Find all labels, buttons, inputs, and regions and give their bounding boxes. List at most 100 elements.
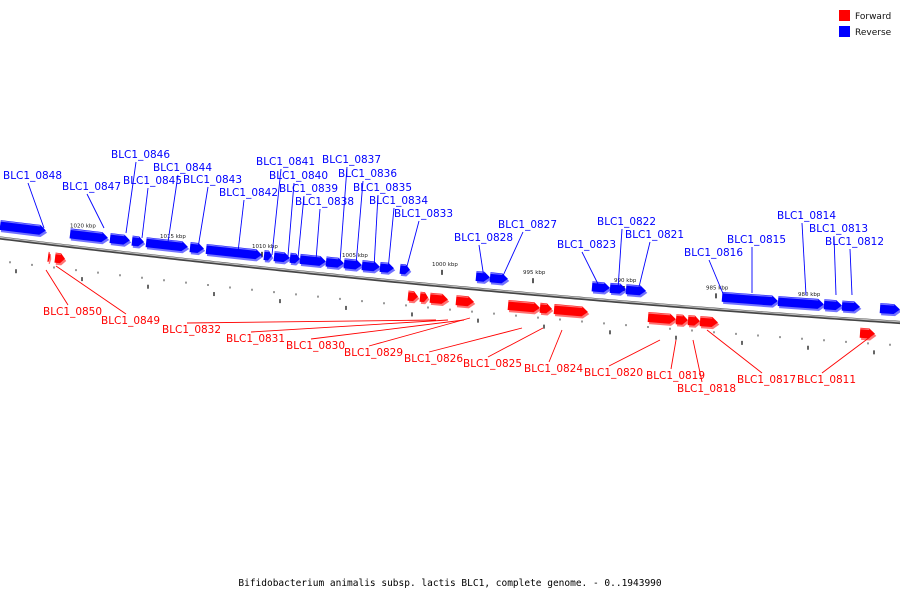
gene-arrow[interactable] <box>205 243 264 262</box>
gene-arrow[interactable] <box>299 253 328 269</box>
legend-forward-swatch <box>839 10 850 21</box>
kbp-tick-label: 985 kbp <box>706 285 729 291</box>
gene-arrow[interactable] <box>777 296 826 312</box>
gene-label[interactable]: BLC1_0814 <box>777 210 836 222</box>
gene-arrow[interactable] <box>54 252 67 266</box>
gene-arrow[interactable] <box>675 314 690 327</box>
gene-label[interactable]: BLC1_0813 <box>809 223 868 235</box>
gene-arrow[interactable] <box>325 256 346 271</box>
gene-arrow[interactable] <box>343 258 364 272</box>
gene-label[interactable]: BLC1_0830 <box>286 340 345 352</box>
gene-arrow[interactable] <box>879 303 900 317</box>
gene-label[interactable]: BLC1_0819 <box>646 370 705 382</box>
gene-leader-line <box>125 161 137 234</box>
gene-arrow[interactable] <box>539 302 554 316</box>
gene-label[interactable]: BLC1_0825 <box>463 358 522 370</box>
gene-label[interactable]: BLC1_0842 <box>219 187 278 199</box>
gene-label[interactable]: BLC1_0845 <box>123 175 182 187</box>
gene-arrow[interactable] <box>263 250 274 263</box>
gene-arrow-highlight <box>842 300 855 304</box>
gene-label[interactable]: BLC1_0835 <box>353 182 412 194</box>
gene-arrow[interactable] <box>273 251 292 265</box>
gene-label[interactable]: BLC1_0834 <box>369 195 428 207</box>
gene-arrow[interactable] <box>419 291 430 305</box>
gene-label[interactable]: BLC1_0849 <box>101 315 160 327</box>
gene-label[interactable]: BLC1_0833 <box>394 208 453 220</box>
gene-arrow[interactable] <box>475 271 492 284</box>
gene-leader-line <box>368 317 471 347</box>
gene-arrow[interactable] <box>407 290 420 304</box>
gene-arrow[interactable] <box>69 228 110 245</box>
gene-label[interactable]: BLC1_0846 <box>111 149 170 161</box>
gene-label[interactable]: BLC1_0816 <box>684 247 743 259</box>
gene-label[interactable]: BLC1_0850 <box>43 306 102 318</box>
gene-arrow-highlight <box>722 292 773 298</box>
gene-label[interactable]: BLC1_0822 <box>597 216 656 228</box>
gene-label[interactable]: BLC1_0811 <box>797 374 856 386</box>
gene-arrow-body <box>205 243 262 260</box>
gene-arrow-highlight <box>490 272 503 275</box>
legend-reverse-swatch <box>839 26 850 37</box>
gene-arrow[interactable] <box>721 291 780 308</box>
gene-leader-line <box>387 207 395 271</box>
gene-arrow-highlight <box>362 260 375 263</box>
gene-arrow[interactable] <box>699 316 720 330</box>
gene-label[interactable]: BLC1_0828 <box>454 232 513 244</box>
gene-label[interactable]: BLC1_0815 <box>727 234 786 246</box>
gene-arrow[interactable] <box>507 299 542 315</box>
gene-arrow-body <box>273 251 290 263</box>
gene-label[interactable]: BLC1_0847 <box>62 181 121 193</box>
gene-arrow[interactable] <box>399 263 412 277</box>
gene-label[interactable]: BLC1_0818 <box>677 383 736 395</box>
gene-arrow-highlight <box>554 304 583 309</box>
gene-label[interactable]: BLC1_0837 <box>322 154 381 166</box>
gene-label[interactable]: BLC1_0839 <box>279 183 338 195</box>
gene-label[interactable]: BLC1_0824 <box>524 363 583 375</box>
gene-label[interactable]: BLC1_0836 <box>338 168 397 180</box>
gene-label[interactable]: BLC1_0843 <box>183 174 242 186</box>
gene-arrow[interactable] <box>553 304 590 319</box>
gene-label[interactable]: BLC1_0821 <box>625 229 684 241</box>
gene-arrow[interactable] <box>841 300 862 314</box>
gene-arrow-body <box>841 300 860 312</box>
gene-label[interactable]: BLC1_0817 <box>737 374 796 386</box>
gene-leader-line <box>581 251 601 289</box>
gene-label[interactable]: BLC1_0841 <box>256 156 315 168</box>
gene-arrow[interactable] <box>455 295 476 309</box>
gene-arrow[interactable] <box>379 261 396 275</box>
gene-arrow[interactable] <box>625 284 648 298</box>
gene-arrow-body <box>823 299 842 311</box>
gene-arrow[interactable] <box>145 237 190 254</box>
gene-label[interactable]: BLC1_0823 <box>557 239 616 251</box>
gene-label[interactable]: BLC1_0812 <box>825 236 884 248</box>
gene-arrow[interactable] <box>131 235 146 249</box>
gene-label[interactable]: BLC1_0827 <box>498 219 557 231</box>
gene-label[interactable]: BLC1_0844 <box>153 162 212 174</box>
gene-label[interactable]: BLC1_0838 <box>295 196 354 208</box>
gene-arrow[interactable] <box>109 233 132 247</box>
gene-arrow[interactable] <box>47 251 52 265</box>
gene-arrow[interactable] <box>361 260 382 274</box>
gene-label[interactable]: BLC1_0840 <box>269 170 328 182</box>
gene-leader-line <box>833 235 837 296</box>
gene-arrow[interactable] <box>429 292 450 307</box>
gene-label[interactable]: BLC1_0829 <box>344 347 403 359</box>
gene-arrow[interactable] <box>489 272 510 286</box>
gene-arrow[interactable] <box>189 242 206 256</box>
gene-arrow[interactable] <box>0 220 48 238</box>
gene-arrow[interactable] <box>823 299 844 313</box>
gene-label[interactable]: BLC1_0831 <box>226 333 285 345</box>
gene-arrow[interactable] <box>859 327 877 341</box>
gene-arrow[interactable] <box>289 252 302 266</box>
gene-arrow[interactable] <box>687 315 702 328</box>
gene-label[interactable]: BLC1_0832 <box>162 324 221 336</box>
gene-label[interactable]: BLC1_0848 <box>3 170 62 182</box>
gene-label[interactable]: BLC1_0820 <box>584 367 643 379</box>
gene-arrow-body <box>325 256 344 268</box>
gene-label[interactable]: BLC1_0826 <box>404 353 463 365</box>
gene-arrow[interactable] <box>647 311 678 326</box>
gene-leader-line <box>548 329 563 363</box>
gene-arrow[interactable] <box>591 281 612 295</box>
